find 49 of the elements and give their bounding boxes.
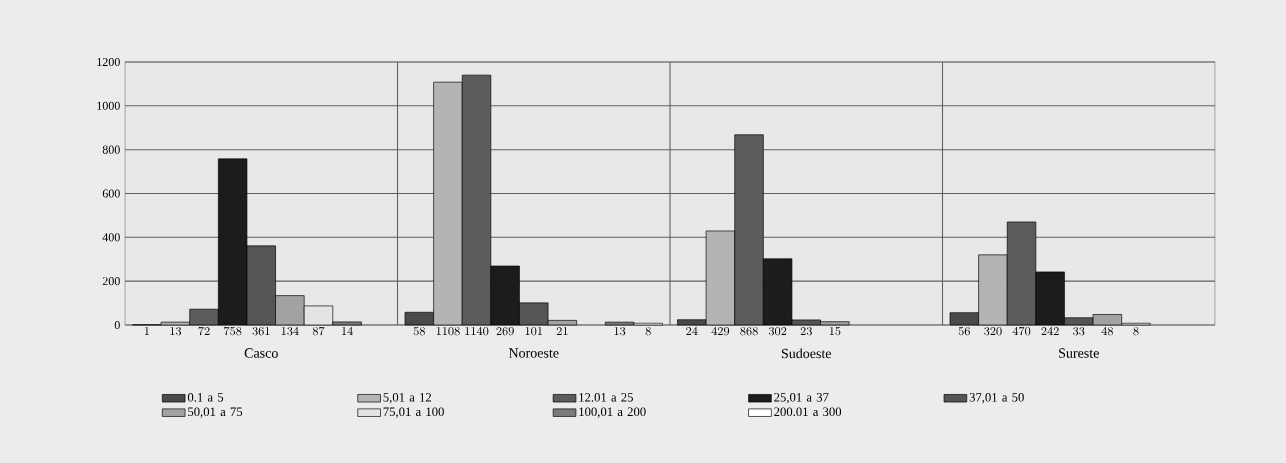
legend-label: 0.1 a 5 — [187, 393, 224, 402]
data-label: 429 — [711, 326, 730, 336]
data-label: 320 — [984, 327, 1002, 336]
data-label: 8 — [645, 327, 651, 336]
data-label: 56 — [958, 327, 970, 336]
data-label: 21 — [556, 327, 568, 335]
x-tick-label: Sudoeste — [781, 348, 832, 359]
legend-label: 37,01 a 50 — [969, 393, 1024, 404]
data-label: 470 — [1012, 326, 1031, 336]
y-tick-label: 800 — [102, 145, 120, 154]
data-label: 13 — [170, 327, 182, 336]
data-label: 302 — [768, 327, 787, 336]
legend-label: 200.01 a 300 — [774, 407, 842, 417]
data-label: 134 — [281, 326, 299, 336]
data-label: 101 — [525, 327, 542, 336]
data-label: 14 — [342, 326, 353, 335]
data-label: 868 — [740, 327, 758, 336]
data-label: 758 — [224, 326, 242, 336]
legend-label: 5,01 a 12 — [383, 393, 432, 404]
data-label: 24 — [686, 326, 698, 335]
y-tick-label: 200 — [102, 277, 120, 286]
data-label: 23 — [800, 327, 812, 336]
legend-label: 12.01 a 25 — [579, 393, 633, 402]
data-label: 72 — [198, 326, 210, 336]
x-tick-label: Noroeste — [508, 348, 559, 358]
data-label: 48 — [1101, 326, 1113, 336]
data-label: 58 — [413, 327, 425, 336]
y-tick-label: 400 — [102, 233, 120, 242]
data-label: 1 — [144, 327, 149, 335]
data-label: 13 — [614, 327, 626, 336]
data-label: 361 — [252, 327, 270, 336]
y-tick-label: 1000 — [97, 101, 120, 110]
legend-label: 25,01 a 37 — [774, 393, 829, 404]
x-tick-label: Casco — [244, 348, 278, 358]
data-label: 33 — [1073, 327, 1085, 336]
y-tick-label: 1200 — [97, 57, 120, 67]
y-tick-label: 0 — [114, 320, 120, 330]
y-tick-label: 600 — [102, 189, 120, 198]
x-tick-label: Sureste — [1059, 348, 1099, 358]
data-label: 1108 — [436, 327, 460, 336]
data-label: 1140 — [465, 326, 489, 336]
legend-label: 100,01 a 200 — [579, 407, 646, 418]
data-label: 87 — [312, 326, 325, 336]
legend-label: 75,01 a 100 — [383, 407, 444, 418]
data-label: 269 — [496, 327, 514, 336]
data-label: 15 — [829, 327, 841, 336]
legend-label: 50,01 a 75 — [188, 407, 243, 418]
data-label: 242 — [1041, 326, 1059, 335]
data-label: 8 — [1133, 327, 1139, 336]
